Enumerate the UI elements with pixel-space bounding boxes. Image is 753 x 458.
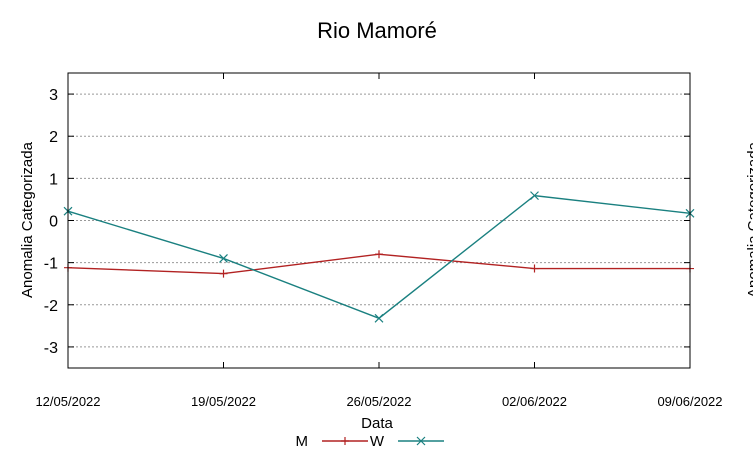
x-axis-label: Data xyxy=(361,415,393,432)
y-tick-label: -1 xyxy=(44,256,58,273)
data-point-plus-marker xyxy=(375,250,383,259)
x-tick-label: 19/05/2022 xyxy=(191,394,256,409)
x-tick-label: 02/06/2022 xyxy=(502,394,567,409)
data-point-plus-marker xyxy=(530,264,539,273)
data-point-plus-marker xyxy=(341,437,349,445)
data-point-plus-marker xyxy=(219,269,228,278)
legend-label: W xyxy=(370,433,385,450)
legend-label: M xyxy=(296,433,309,450)
y-tick-label: -2 xyxy=(44,298,58,315)
x-tick-label: 12/05/2022 xyxy=(35,394,100,409)
y-tick-label: -3 xyxy=(44,340,58,357)
y-tick-label: 2 xyxy=(49,129,58,146)
y-axis-label: Anomalia Categorizada xyxy=(19,141,36,298)
data-point-x-marker xyxy=(374,313,384,323)
data-point-x-marker xyxy=(530,191,539,201)
data-point-x-marker xyxy=(416,436,426,446)
y-tick-label: 0 xyxy=(49,214,58,231)
y-tick-label: 1 xyxy=(49,171,58,188)
x-tick-label: 09/06/2022 xyxy=(657,394,722,409)
y-tick-label: 3 xyxy=(49,87,58,104)
x-tick-label: 26/05/2022 xyxy=(346,394,411,409)
chart-title: Rio Mamoré xyxy=(317,18,437,43)
right-y-axis-label: Anomalia Categorizada xyxy=(745,141,753,298)
data-point-x-marker xyxy=(219,254,228,263)
